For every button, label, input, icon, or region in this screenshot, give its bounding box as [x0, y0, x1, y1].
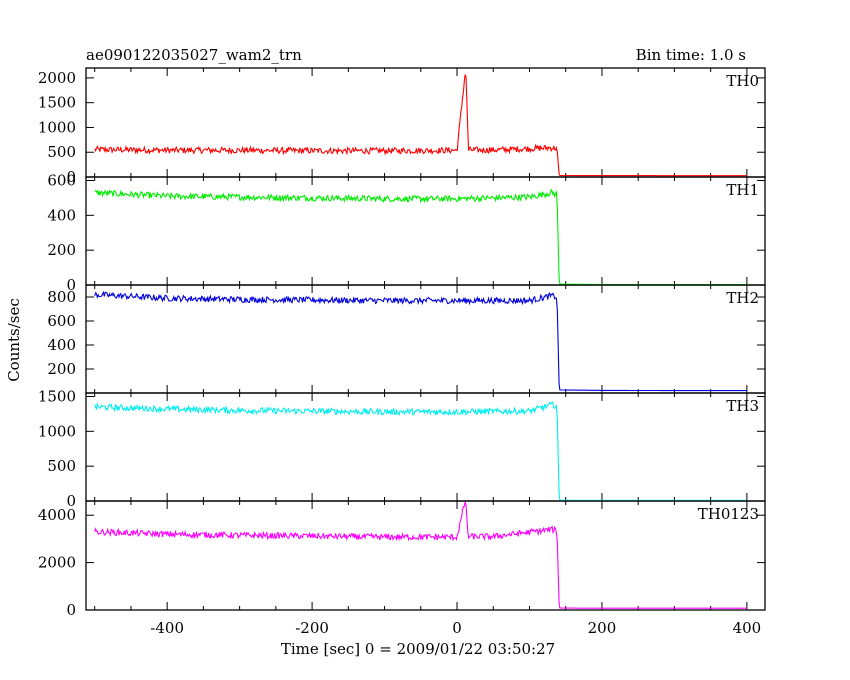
y-tick-label: 1500 [38, 387, 76, 405]
y-tick-label: 0 [66, 276, 76, 294]
panel-name-th0123: TH0123 [698, 505, 759, 523]
panel-frame-th0123 [85, 500, 766, 611]
y-tick-label: 0 [66, 601, 76, 619]
y-tick-label: 2000 [38, 69, 76, 87]
series-line-th0 [94, 74, 747, 177]
series-line-th3 [94, 401, 747, 501]
y-tick-label: 500 [47, 457, 76, 475]
panel-name-th3: TH3 [726, 397, 759, 415]
panel-frame-th1 [85, 176, 766, 286]
x-tick-label: -200 [295, 619, 329, 637]
bin-time-label: Bin time: 1.0 s [636, 46, 746, 64]
y-tick-label: 200 [47, 360, 76, 378]
y-tick-label: 2000 [38, 554, 76, 572]
chart-title: ae090122035027_wam2_trn [86, 46, 302, 64]
y-tick-label: 0 [66, 492, 76, 510]
y-tick-label: 800 [47, 288, 76, 306]
panel-frame-th0 [85, 67, 766, 178]
panel-name-th1: TH1 [726, 181, 759, 199]
x-tick-label: 0 [452, 619, 462, 637]
series-line-th2 [94, 290, 747, 392]
y-axis-label: Counts/sec [5, 298, 23, 382]
panel-name-th2: TH2 [726, 289, 759, 307]
y-tick-label: 4000 [38, 506, 76, 524]
y-tick-label: 500 [47, 143, 76, 161]
y-tick-label: 1000 [38, 422, 76, 440]
x-tick-label: -400 [150, 619, 184, 637]
series-line-th0123 [94, 501, 747, 609]
y-tick-label: 400 [47, 206, 76, 224]
y-tick-label: 400 [47, 336, 76, 354]
y-tick-label: 200 [47, 241, 76, 259]
y-tick-label: 0 [66, 168, 76, 186]
x-tick-label: 400 [733, 619, 762, 637]
x-tick-label: 200 [588, 619, 617, 637]
series-line-th1 [94, 188, 747, 286]
y-tick-label: 600 [47, 171, 76, 189]
y-tick-label: 1000 [38, 118, 76, 136]
y-tick-label: 600 [47, 312, 76, 330]
x-axis-label: Time [sec] 0 = 2009/01/22 03:50:27 [281, 640, 555, 658]
y-tick-label: 1500 [38, 94, 76, 112]
panel-name-th0: TH0 [726, 72, 759, 90]
